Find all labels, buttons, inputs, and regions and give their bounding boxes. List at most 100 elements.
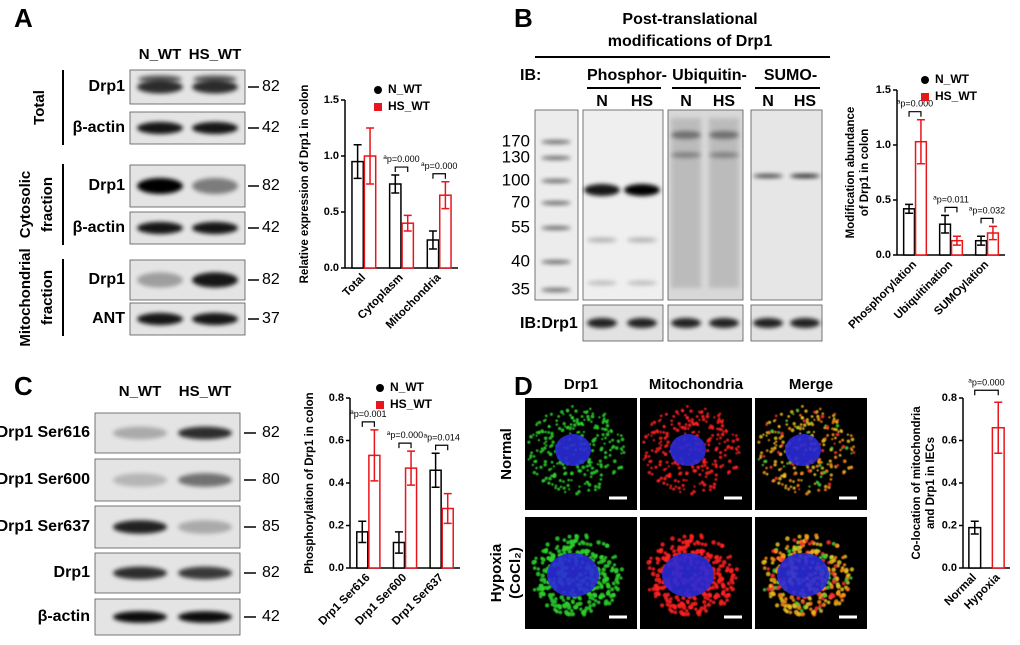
particle <box>705 596 710 601</box>
y-axis-label: Phosphorylation of Drp1 in colon <box>304 392 316 573</box>
particle <box>584 606 589 611</box>
column-header: HS_WT <box>189 46 242 63</box>
particle <box>836 560 842 565</box>
particle <box>664 445 667 448</box>
particle <box>561 598 566 602</box>
particle <box>601 437 604 441</box>
particle <box>717 419 721 423</box>
particle <box>797 549 803 554</box>
particle <box>837 430 840 434</box>
particle <box>665 431 669 436</box>
particle <box>699 606 704 611</box>
particle <box>780 553 785 558</box>
y-axis-label: Relative expression of Drp1 in colon <box>299 85 311 284</box>
particle <box>611 444 616 449</box>
particle <box>835 424 840 428</box>
particle <box>676 598 681 602</box>
particle <box>777 592 783 598</box>
particle <box>708 488 712 492</box>
particle <box>712 482 717 486</box>
particle <box>822 470 827 475</box>
particle <box>773 446 777 450</box>
particle <box>772 419 776 423</box>
particle <box>542 419 546 423</box>
particle <box>584 533 589 538</box>
particle <box>800 541 805 547</box>
mw-label: 82 <box>262 177 280 194</box>
particle <box>849 434 853 437</box>
particle <box>545 542 550 547</box>
particle <box>836 592 841 596</box>
particle <box>652 439 656 442</box>
particle <box>566 605 572 611</box>
particle <box>829 555 834 560</box>
particle <box>650 423 653 427</box>
particle <box>762 454 766 458</box>
particle <box>601 433 605 437</box>
particle <box>583 418 586 422</box>
legend-label: HS_WT <box>390 397 433 411</box>
p-value: ap=0.000 <box>383 154 419 165</box>
particle <box>666 483 669 486</box>
p-value: ap=0.000 <box>968 377 1004 388</box>
particle <box>714 448 718 452</box>
particle <box>823 598 828 603</box>
particle <box>590 414 595 419</box>
particle <box>533 459 538 464</box>
particle <box>569 608 574 613</box>
particle <box>547 592 553 598</box>
y-tick-label: 0.5 <box>324 206 339 218</box>
particle <box>543 436 548 441</box>
y-tick-label: 0.0 <box>942 562 957 574</box>
particle <box>662 450 665 454</box>
p-superscript: a <box>383 154 387 161</box>
particle <box>779 445 782 448</box>
particle <box>759 456 762 459</box>
particle <box>659 430 662 434</box>
particle <box>604 428 608 432</box>
legend-label: HS_WT <box>935 89 978 103</box>
particle <box>612 459 617 464</box>
particle <box>788 610 793 615</box>
particle <box>647 566 652 570</box>
particle <box>572 419 576 423</box>
y-tick-label: 0.0 <box>876 249 891 261</box>
particle <box>795 408 800 412</box>
blot-band <box>113 566 167 580</box>
particle <box>784 484 788 488</box>
particle <box>777 430 781 434</box>
particle <box>684 423 688 426</box>
particle <box>721 560 727 565</box>
particle <box>792 486 796 490</box>
particle <box>721 592 726 596</box>
particle <box>548 476 552 481</box>
particle <box>589 407 592 411</box>
particle <box>658 442 661 445</box>
particle <box>671 462 674 465</box>
particle <box>659 476 664 481</box>
y-tick-label: 1.0 <box>876 139 891 151</box>
particle <box>663 436 667 440</box>
particle <box>610 587 615 592</box>
legend-marker <box>374 86 382 94</box>
blot-band <box>541 156 571 160</box>
blot-panel <box>582 304 664 342</box>
particle <box>678 472 682 476</box>
particle <box>718 455 723 459</box>
particle <box>550 460 554 464</box>
particle <box>658 446 662 450</box>
particle <box>619 567 625 572</box>
particle <box>816 414 820 419</box>
particle <box>762 470 766 475</box>
blot-band <box>137 272 183 288</box>
particle <box>765 472 769 476</box>
group-label: Mitochondrial <box>17 248 34 346</box>
particle <box>850 452 853 455</box>
particle <box>576 465 580 469</box>
particle <box>666 440 670 444</box>
particle <box>650 434 653 437</box>
particle <box>685 416 689 420</box>
particle <box>685 479 688 482</box>
particle <box>705 448 710 453</box>
particle <box>593 426 597 430</box>
